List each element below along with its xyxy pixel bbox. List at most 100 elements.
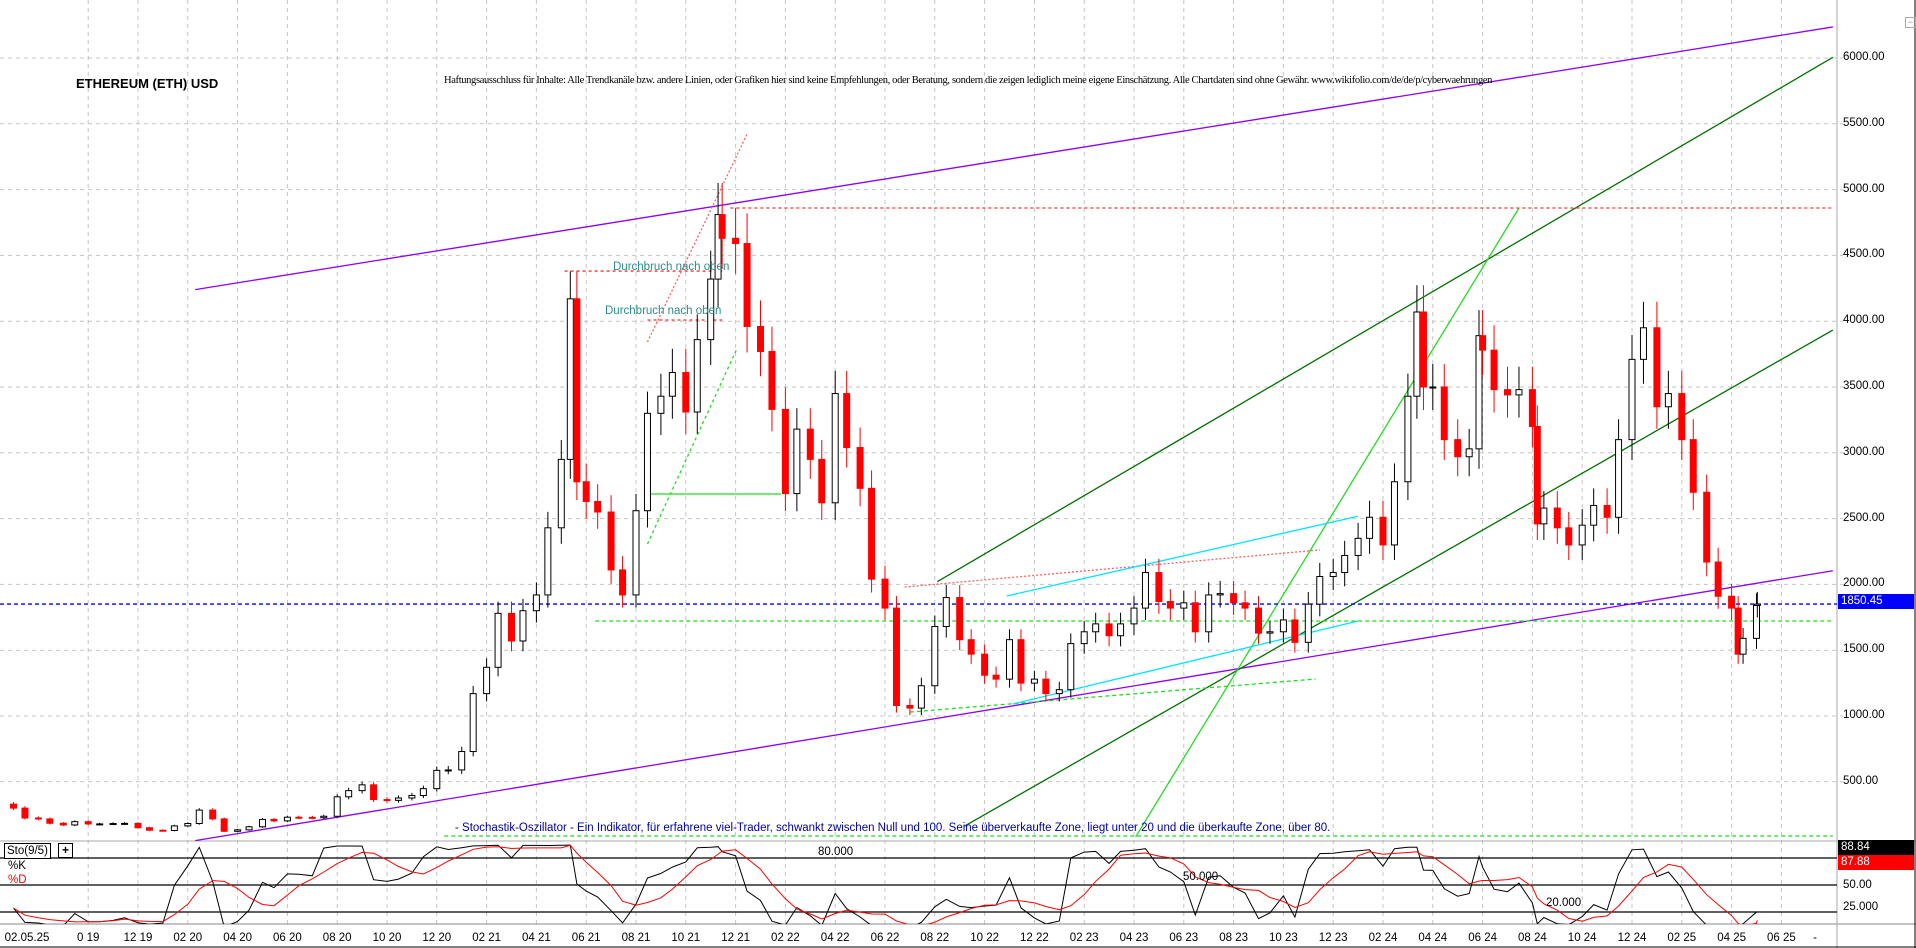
candle-body bbox=[358, 784, 366, 792]
candle bbox=[21, 806, 29, 820]
candle bbox=[1504, 366, 1511, 418]
candle-body bbox=[881, 578, 889, 609]
candle-body bbox=[508, 612, 515, 642]
x-tick-label: 04 20 bbox=[223, 932, 252, 944]
candle bbox=[1141, 558, 1149, 621]
candle bbox=[145, 826, 153, 832]
candle bbox=[981, 644, 989, 684]
candle-body bbox=[458, 751, 466, 771]
candle-body bbox=[383, 799, 391, 802]
x-tick-label: 12 24 bbox=[1617, 932, 1647, 944]
x-tick-label: 08 22 bbox=[920, 932, 950, 944]
minus-box-icon[interactable]: − bbox=[1905, 17, 1916, 28]
candle-body bbox=[1528, 389, 1536, 427]
x-tick-label: 12 22 bbox=[1020, 932, 1049, 944]
candle-body bbox=[519, 610, 527, 642]
candle-body bbox=[494, 612, 502, 668]
x-tick-label: 04 22 bbox=[820, 932, 850, 944]
candle bbox=[1404, 373, 1412, 501]
candle-body bbox=[1067, 643, 1075, 691]
x-tick-label: 12 20 bbox=[422, 932, 452, 944]
candle-body bbox=[868, 487, 876, 580]
candle-body bbox=[1230, 593, 1238, 604]
candle bbox=[408, 792, 416, 801]
x-tick-label: 08 24 bbox=[1518, 932, 1547, 944]
plus-icon[interactable]: + bbox=[58, 843, 73, 858]
x-tick-label: 06 25 bbox=[1767, 932, 1796, 944]
candle bbox=[693, 314, 701, 434]
y-tick-label: 3000.00 bbox=[1843, 445, 1885, 458]
candle-body bbox=[1216, 593, 1224, 596]
candle bbox=[967, 629, 975, 664]
candle-body bbox=[1080, 631, 1088, 645]
candle bbox=[220, 817, 228, 833]
candle bbox=[1689, 419, 1697, 511]
candle-body bbox=[283, 816, 291, 822]
trendline bbox=[1006, 515, 1359, 597]
candle-body bbox=[1678, 393, 1686, 441]
candle bbox=[358, 781, 366, 794]
candle bbox=[195, 808, 203, 825]
candle-body bbox=[1479, 335, 1487, 351]
candle-body bbox=[582, 481, 590, 502]
candle bbox=[582, 463, 590, 519]
candle bbox=[46, 817, 54, 825]
candle-body bbox=[714, 214, 722, 280]
candle-body bbox=[607, 511, 615, 571]
candle bbox=[768, 326, 776, 432]
x-tick-label: 08 20 bbox=[322, 932, 352, 944]
candle-body bbox=[892, 607, 900, 706]
stoch-axis-25: 25.000 bbox=[1843, 901, 1879, 913]
candle bbox=[59, 822, 67, 827]
x-tick-label: 02 25 bbox=[1667, 932, 1697, 944]
current-price-tag: 1850.45 bbox=[1838, 594, 1914, 609]
candle bbox=[1205, 582, 1213, 643]
candle bbox=[10, 802, 17, 811]
candle-body bbox=[1255, 607, 1262, 634]
candle-body bbox=[469, 693, 477, 753]
candle bbox=[843, 370, 851, 468]
x-tick-label: 04 23 bbox=[1119, 932, 1149, 944]
candle-body bbox=[1304, 603, 1312, 643]
candle bbox=[1490, 325, 1498, 413]
x-tick-label: 10 22 bbox=[970, 932, 999, 944]
candle-body bbox=[1454, 439, 1462, 458]
candle-body bbox=[1714, 561, 1722, 597]
candle bbox=[732, 207, 740, 274]
candle bbox=[1255, 596, 1262, 644]
candle bbox=[508, 601, 515, 652]
cursor-date: 02.05.25 bbox=[4, 932, 50, 944]
y-tick-label: 1000.00 bbox=[1843, 709, 1885, 721]
candle bbox=[1553, 491, 1561, 544]
candle-body bbox=[1734, 607, 1742, 655]
candle-body bbox=[818, 458, 826, 504]
candle bbox=[1155, 558, 1163, 614]
level-50-label: 50.000 bbox=[1183, 871, 1219, 883]
candle-body bbox=[657, 395, 665, 414]
candle-body bbox=[170, 825, 178, 831]
candle-body bbox=[1553, 507, 1561, 529]
candle-body bbox=[209, 809, 217, 820]
trendline bbox=[646, 133, 748, 343]
candle bbox=[1379, 500, 1387, 561]
candle bbox=[109, 822, 117, 826]
candle-body bbox=[1017, 639, 1025, 684]
candle-body bbox=[1316, 576, 1324, 605]
x-tick-label: 10 23 bbox=[1269, 932, 1298, 944]
stochastic-label[interactable]: Sto(9/5) bbox=[4, 843, 51, 859]
candle-body bbox=[768, 350, 776, 410]
candle-body bbox=[394, 797, 402, 801]
candle-body bbox=[1341, 554, 1349, 574]
x-tick-label: 10 20 bbox=[372, 932, 402, 944]
candle-body bbox=[544, 527, 552, 596]
candle bbox=[557, 439, 565, 544]
y-tick-label: 1500.00 bbox=[1843, 643, 1885, 656]
candle bbox=[209, 808, 217, 821]
y-tick-label: 5000.00 bbox=[1843, 182, 1885, 195]
candle bbox=[657, 373, 665, 436]
candle-body bbox=[159, 829, 167, 832]
candle-body bbox=[245, 826, 253, 831]
candle bbox=[566, 271, 574, 479]
candle-body bbox=[145, 827, 153, 831]
